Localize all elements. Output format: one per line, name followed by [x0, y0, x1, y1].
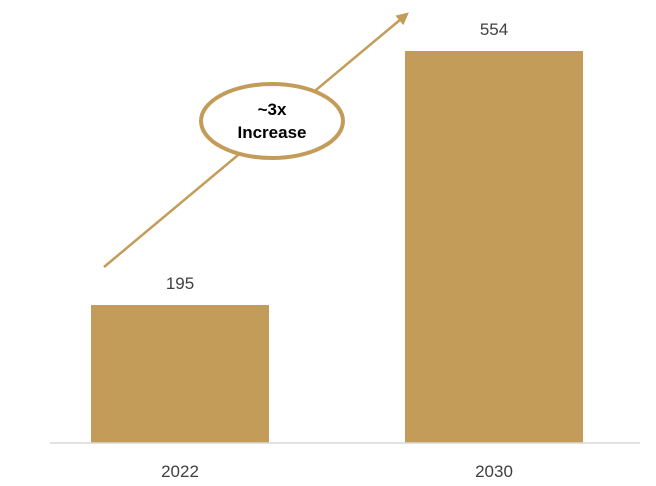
callout-line-2: Increase [238, 123, 307, 142]
callout-ellipse [199, 82, 345, 160]
bar-2022 [91, 305, 269, 443]
data-label-2030: 554 [480, 20, 508, 39]
growth-annotation: ~3x Increase [103, 12, 409, 268]
x-tick-label-2030: 2030 [475, 462, 513, 481]
callout-line-1: ~3x [258, 100, 287, 119]
labels-layer: 195 2022 554 2030 [161, 20, 513, 481]
bar-2030 [405, 51, 583, 443]
data-label-2022: 195 [166, 274, 194, 293]
x-tick-label-2022: 2022 [161, 462, 199, 481]
bars-layer [91, 51, 583, 443]
